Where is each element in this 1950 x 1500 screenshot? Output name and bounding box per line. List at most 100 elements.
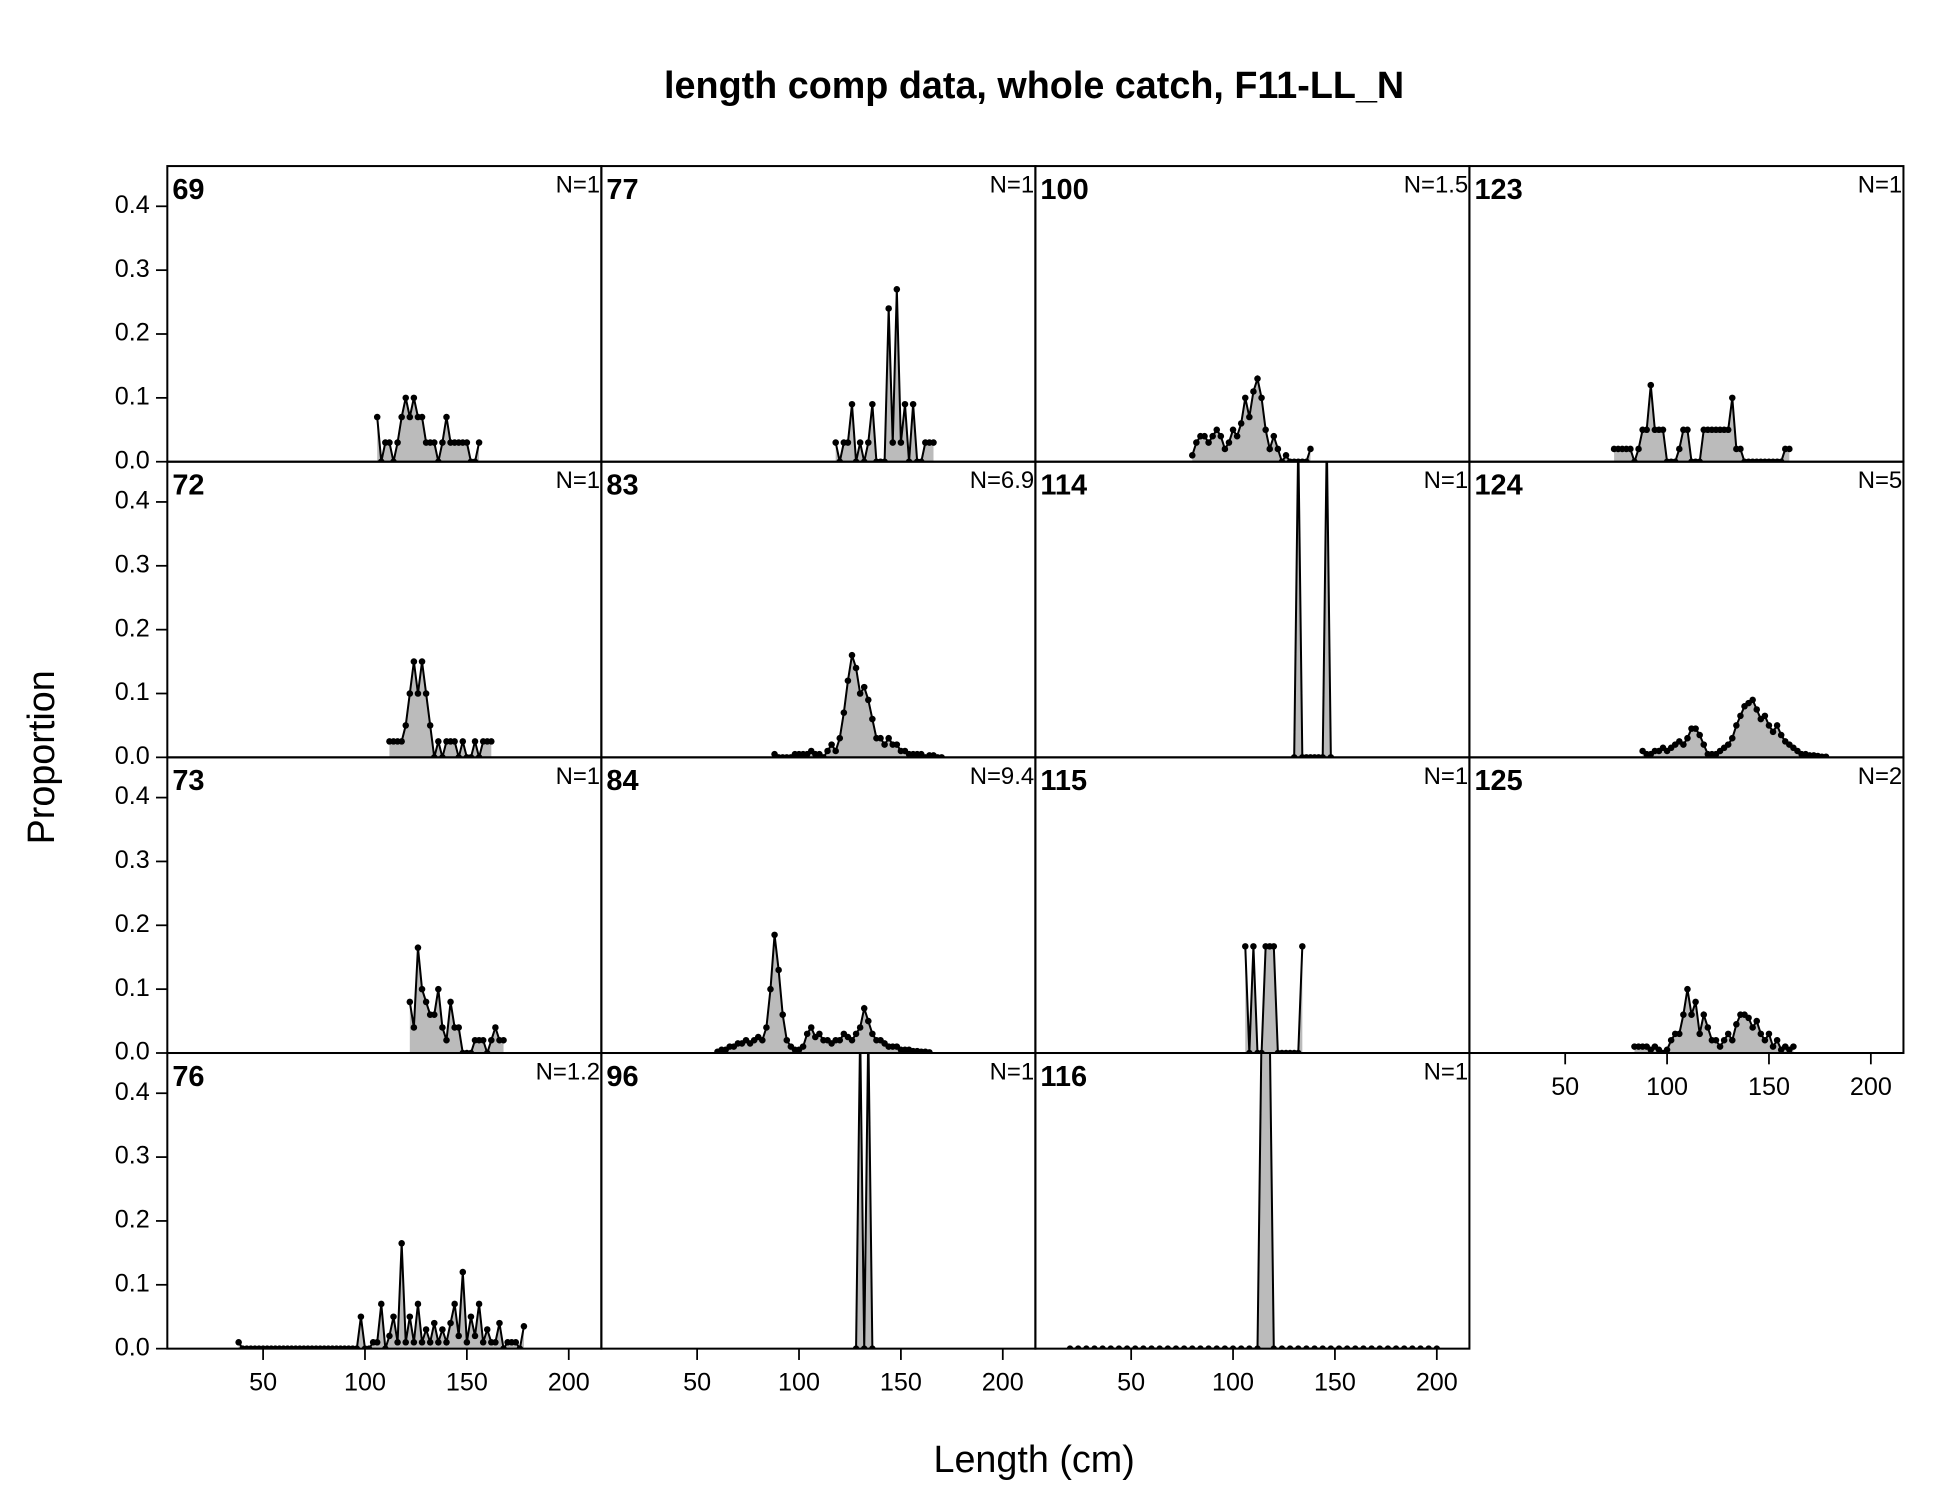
point — [447, 998, 454, 1006]
x-tick-label: 200 — [1416, 1369, 1458, 1397]
chart-title: length comp data, whole catch, F11-LL_N — [664, 64, 1404, 106]
panel-frame — [600, 756, 1037, 1055]
point — [1213, 426, 1221, 434]
point — [410, 1338, 418, 1346]
line — [1293, 461, 1332, 758]
point — [410, 658, 418, 665]
point — [418, 413, 426, 421]
point — [832, 747, 839, 755]
panel-frame — [1468, 756, 1905, 1055]
point — [1761, 1036, 1769, 1044]
point — [455, 1024, 462, 1031]
area — [1614, 385, 1790, 462]
point — [816, 1030, 823, 1038]
point — [398, 413, 405, 421]
point — [1221, 445, 1229, 453]
y-tick-label: 0.0 — [115, 742, 150, 770]
panel-label: 76 — [172, 1061, 204, 1093]
panel-data — [852, 1053, 876, 1349]
point — [373, 413, 381, 421]
point — [1753, 706, 1761, 713]
panel-data — [1242, 943, 1306, 1054]
point — [398, 1240, 405, 1247]
point — [430, 439, 438, 446]
n-label: N=1 — [556, 467, 601, 494]
point — [443, 1036, 450, 1044]
point — [1737, 445, 1744, 453]
point — [1729, 734, 1736, 742]
point — [463, 439, 471, 446]
point — [1270, 432, 1278, 440]
point — [1696, 731, 1703, 739]
point — [422, 1326, 430, 1333]
point — [398, 738, 405, 745]
point — [852, 664, 860, 672]
point — [1201, 432, 1208, 440]
point — [1716, 1043, 1724, 1050]
point — [897, 439, 905, 446]
panel-label: 72 — [172, 470, 204, 502]
y-tick-label: 0.3 — [115, 1142, 150, 1170]
point — [435, 1338, 442, 1346]
point — [475, 439, 483, 446]
panel-label: 69 — [172, 174, 204, 206]
point — [869, 1030, 876, 1038]
x-tick-label: 150 — [880, 1369, 922, 1397]
point — [414, 944, 422, 951]
y-tick-label: 0.1 — [115, 383, 150, 411]
n-label: N=1 — [990, 1058, 1034, 1085]
panel-frame — [1468, 165, 1905, 463]
point — [1753, 1017, 1761, 1025]
point — [1680, 741, 1687, 748]
point — [451, 1300, 458, 1308]
panel-data — [1631, 985, 1797, 1054]
x-tick-label: 150 — [1314, 1369, 1356, 1397]
point — [1769, 1043, 1777, 1050]
point — [1242, 394, 1249, 402]
x-tick-label: 50 — [1117, 1369, 1145, 1397]
point — [1680, 1011, 1687, 1018]
point — [410, 1024, 418, 1031]
area — [856, 1053, 873, 1349]
y-tick-label: 0.4 — [115, 487, 150, 515]
point — [459, 1268, 467, 1276]
panel-label: 114 — [1040, 470, 1087, 502]
point — [1299, 943, 1306, 950]
point — [799, 1043, 807, 1050]
panel-data — [1290, 461, 1335, 758]
point — [1282, 452, 1290, 459]
point — [402, 1338, 410, 1346]
panel-label: 73 — [172, 765, 204, 797]
point — [1627, 445, 1634, 453]
point — [439, 1326, 446, 1333]
point — [783, 1036, 791, 1044]
point — [848, 651, 856, 659]
n-label: N=1.5 — [1404, 172, 1468, 199]
point — [1647, 381, 1655, 389]
point — [479, 1338, 487, 1346]
point — [1773, 722, 1781, 729]
point — [443, 413, 450, 421]
point — [836, 1036, 844, 1044]
panel-label: 124 — [1474, 470, 1522, 502]
point — [1274, 445, 1282, 453]
y-tick-label: 0.4 — [115, 1078, 150, 1106]
panel-label: 125 — [1474, 765, 1522, 797]
point — [885, 734, 892, 742]
point — [492, 1024, 499, 1031]
point — [430, 1011, 438, 1018]
point — [479, 1036, 487, 1044]
point — [455, 1332, 462, 1340]
point — [386, 439, 393, 446]
point — [1786, 445, 1793, 453]
point — [451, 738, 458, 745]
point — [488, 738, 495, 745]
point — [496, 1319, 503, 1327]
point — [492, 1338, 499, 1346]
point — [422, 690, 430, 697]
point — [865, 439, 872, 446]
point — [877, 734, 884, 742]
point — [881, 741, 888, 748]
point — [402, 722, 410, 729]
point — [471, 1332, 479, 1340]
